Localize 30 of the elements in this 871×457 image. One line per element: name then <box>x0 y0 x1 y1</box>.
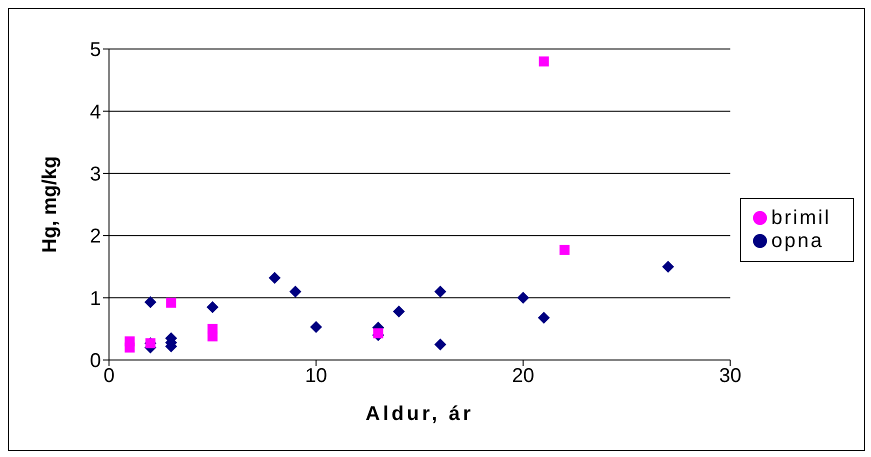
legend-label: opna <box>771 230 824 252</box>
point <box>166 298 176 308</box>
point <box>662 260 674 273</box>
point <box>206 301 219 314</box>
y-tick-label: 2 <box>90 226 101 248</box>
point <box>560 244 570 255</box>
point <box>434 286 446 298</box>
x-axis-title: Aldur, ár <box>366 403 474 425</box>
point <box>310 321 322 334</box>
point <box>434 338 446 350</box>
y-tick-label: 4 <box>90 101 101 124</box>
x-tick-label: 30 <box>719 365 742 388</box>
point <box>517 292 530 304</box>
point <box>538 312 550 324</box>
x-tick-label: 10 <box>304 365 328 388</box>
legend-label: brimil <box>771 206 831 228</box>
y-tick-label: 5 <box>90 39 101 62</box>
y-tick-label: 0 <box>90 350 101 372</box>
point <box>144 296 156 308</box>
point <box>289 286 302 298</box>
point <box>124 342 135 353</box>
x-tick-label: 20 <box>512 365 534 388</box>
point <box>392 305 405 318</box>
y-tick-label: 3 <box>90 164 101 186</box>
point <box>268 272 281 284</box>
point <box>208 331 218 342</box>
point <box>373 328 384 338</box>
point <box>538 56 549 66</box>
y-tick-label: 1 <box>90 288 101 310</box>
y-axis-title: Hg, mg/kg <box>39 156 62 253</box>
